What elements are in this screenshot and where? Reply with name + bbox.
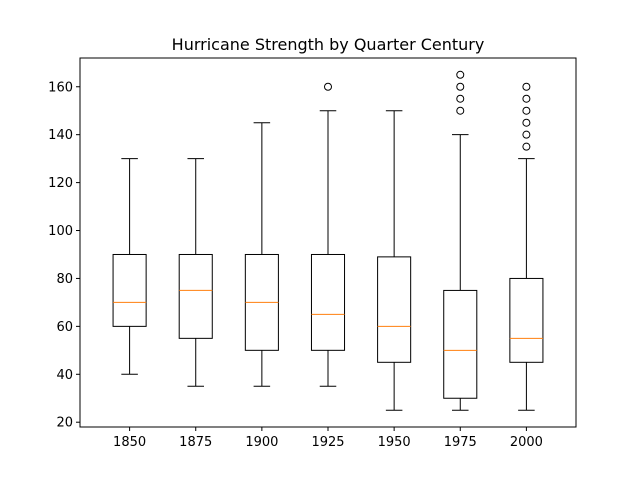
box-iqr bbox=[509, 277, 544, 363]
box-marks bbox=[112, 70, 544, 411]
outlier-point bbox=[522, 106, 531, 115]
outlier-point bbox=[522, 130, 531, 139]
y-tick-label: 140 bbox=[48, 128, 73, 143]
box-group-1925 bbox=[310, 82, 346, 387]
outlier-point bbox=[522, 118, 531, 127]
outlier-point bbox=[456, 94, 465, 103]
box-group-1975 bbox=[443, 70, 478, 411]
outlier-point bbox=[456, 82, 465, 91]
chart-title: Hurricane Strength by Quarter Century bbox=[172, 35, 485, 54]
box-iqr bbox=[377, 256, 412, 363]
y-tick-label: 120 bbox=[48, 176, 73, 191]
x-tick-label: 1975 bbox=[444, 435, 477, 450]
outlier-point bbox=[522, 142, 531, 151]
box-iqr bbox=[112, 253, 147, 327]
y-tick-label: 160 bbox=[48, 80, 73, 95]
box-iqr bbox=[443, 289, 478, 399]
box-iqr bbox=[310, 253, 346, 351]
box-group-1850 bbox=[112, 158, 147, 375]
y-tick-label: 20 bbox=[56, 416, 73, 431]
x-tick-label: 2000 bbox=[510, 435, 543, 450]
box-group-2000 bbox=[509, 82, 544, 411]
y-axis: 20 40 60 80 100 120 140 160 bbox=[48, 80, 80, 431]
y-tick-label: 60 bbox=[56, 320, 73, 335]
box-group-1950 bbox=[377, 110, 412, 411]
x-tick-label: 1850 bbox=[113, 435, 146, 450]
x-tick-label: 1875 bbox=[179, 435, 212, 450]
y-tick-label: 100 bbox=[48, 224, 73, 239]
box-iqr bbox=[178, 253, 213, 339]
x-tick-label: 1900 bbox=[245, 435, 278, 450]
x-axis: 1850 1875 1900 1925 1950 1975 2000 bbox=[113, 427, 543, 450]
outlier-point bbox=[456, 70, 465, 79]
plot-frame bbox=[79, 57, 577, 428]
y-tick-label: 40 bbox=[56, 368, 73, 383]
x-tick-label: 1925 bbox=[311, 435, 344, 450]
outlier-point bbox=[324, 82, 332, 91]
outlier-point bbox=[456, 106, 465, 115]
outlier-point bbox=[522, 94, 531, 103]
x-tick-label: 1950 bbox=[378, 435, 411, 450]
box-group-1875 bbox=[178, 158, 213, 387]
outlier-point bbox=[522, 82, 531, 91]
y-tick-label: 80 bbox=[56, 272, 73, 287]
box-group-1900 bbox=[244, 122, 279, 387]
